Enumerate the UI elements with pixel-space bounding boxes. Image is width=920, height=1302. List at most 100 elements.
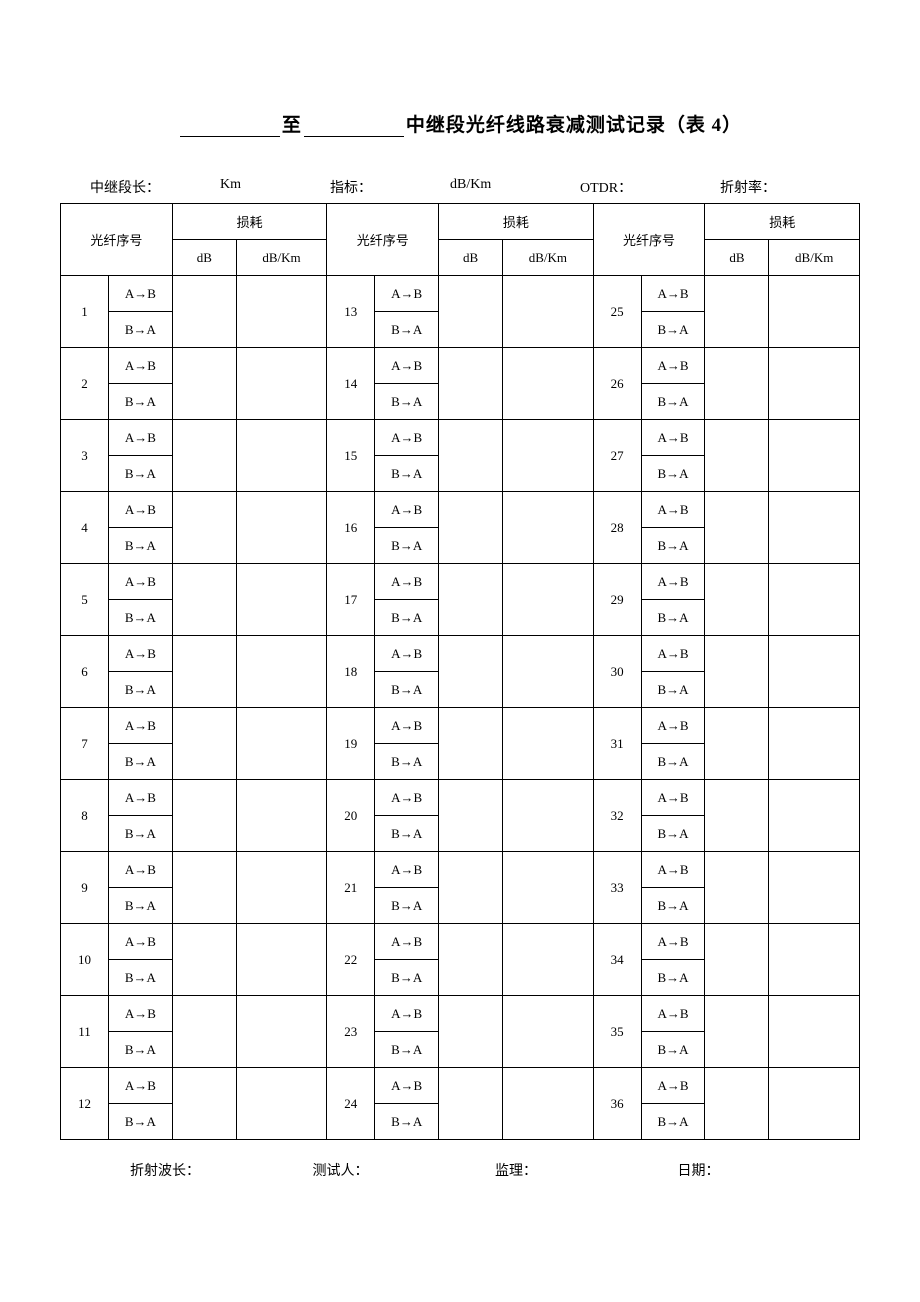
loss-db-cell[interactable] bbox=[705, 564, 769, 636]
loss-dbkm-cell[interactable] bbox=[503, 492, 594, 564]
loss-dbkm-cell[interactable] bbox=[503, 564, 594, 636]
loss-db-cell[interactable] bbox=[705, 636, 769, 708]
direction-ab: A→B bbox=[108, 924, 172, 960]
hdr-db-1: dB bbox=[172, 240, 236, 276]
loss-db-cell[interactable] bbox=[705, 924, 769, 996]
loss-db-cell[interactable] bbox=[172, 348, 236, 420]
loss-db-cell[interactable] bbox=[172, 420, 236, 492]
fiber-number: 25 bbox=[593, 276, 641, 348]
title-blank-to[interactable] bbox=[304, 116, 404, 137]
loss-dbkm-cell[interactable] bbox=[769, 636, 860, 708]
loss-dbkm-cell[interactable] bbox=[503, 348, 594, 420]
direction-ba: B→A bbox=[375, 1032, 439, 1068]
loss-dbkm-cell[interactable] bbox=[503, 636, 594, 708]
loss-dbkm-cell[interactable] bbox=[236, 636, 327, 708]
loss-db-cell[interactable] bbox=[705, 348, 769, 420]
loss-dbkm-cell[interactable] bbox=[503, 996, 594, 1068]
loss-dbkm-cell[interactable] bbox=[503, 420, 594, 492]
loss-dbkm-cell[interactable] bbox=[769, 708, 860, 780]
loss-dbkm-cell[interactable] bbox=[236, 1068, 327, 1140]
hdr-loss-3: 损耗 bbox=[705, 204, 860, 240]
fiber-number: 14 bbox=[327, 348, 375, 420]
loss-dbkm-cell[interactable] bbox=[503, 852, 594, 924]
hdr-dbkm-1: dB/Km bbox=[236, 240, 327, 276]
loss-db-cell[interactable] bbox=[439, 276, 503, 348]
loss-db-cell[interactable] bbox=[705, 780, 769, 852]
loss-db-cell[interactable] bbox=[172, 492, 236, 564]
direction-ba: B→A bbox=[108, 1104, 172, 1140]
title-mid: 至 bbox=[282, 115, 302, 136]
loss-dbkm-cell[interactable] bbox=[236, 492, 327, 564]
loss-db-cell[interactable] bbox=[172, 276, 236, 348]
fiber-number: 7 bbox=[61, 708, 109, 780]
loss-db-cell[interactable] bbox=[705, 420, 769, 492]
loss-dbkm-cell[interactable] bbox=[503, 924, 594, 996]
loss-db-cell[interactable] bbox=[439, 492, 503, 564]
loss-db-cell[interactable] bbox=[705, 996, 769, 1068]
loss-dbkm-cell[interactable] bbox=[503, 708, 594, 780]
loss-db-cell[interactable] bbox=[172, 636, 236, 708]
loss-dbkm-cell[interactable] bbox=[236, 348, 327, 420]
loss-db-cell[interactable] bbox=[439, 708, 503, 780]
direction-ab: A→B bbox=[641, 348, 705, 384]
loss-db-cell[interactable] bbox=[172, 780, 236, 852]
loss-db-cell[interactable] bbox=[705, 492, 769, 564]
loss-dbkm-cell[interactable] bbox=[503, 276, 594, 348]
loss-dbkm-cell[interactable] bbox=[236, 924, 327, 996]
loss-dbkm-cell[interactable] bbox=[769, 420, 860, 492]
loss-db-cell[interactable] bbox=[172, 996, 236, 1068]
loss-db-cell[interactable] bbox=[439, 780, 503, 852]
direction-ba: B→A bbox=[108, 1032, 172, 1068]
loss-db-cell[interactable] bbox=[705, 852, 769, 924]
loss-db-cell[interactable] bbox=[172, 924, 236, 996]
direction-ab: A→B bbox=[108, 636, 172, 672]
loss-db-cell[interactable] bbox=[705, 708, 769, 780]
loss-dbkm-cell[interactable] bbox=[769, 492, 860, 564]
loss-dbkm-cell[interactable] bbox=[769, 780, 860, 852]
loss-dbkm-cell[interactable] bbox=[503, 780, 594, 852]
loss-db-cell[interactable] bbox=[172, 708, 236, 780]
loss-dbkm-cell[interactable] bbox=[236, 276, 327, 348]
loss-db-cell[interactable] bbox=[439, 996, 503, 1068]
loss-db-cell[interactable] bbox=[439, 420, 503, 492]
hdr-db-3: dB bbox=[705, 240, 769, 276]
hdr-dbkm-3: dB/Km bbox=[769, 240, 860, 276]
direction-ba: B→A bbox=[375, 816, 439, 852]
loss-dbkm-cell[interactable] bbox=[769, 852, 860, 924]
loss-dbkm-cell[interactable] bbox=[503, 1068, 594, 1140]
hdr-fiber-no-1: 光纤序号 bbox=[61, 204, 173, 276]
loss-dbkm-cell[interactable] bbox=[769, 564, 860, 636]
loss-dbkm-cell[interactable] bbox=[236, 780, 327, 852]
loss-dbkm-cell[interactable] bbox=[769, 1068, 860, 1140]
loss-db-cell[interactable] bbox=[172, 564, 236, 636]
direction-ab: A→B bbox=[641, 708, 705, 744]
table-head: 光纤序号 损耗 光纤序号 损耗 光纤序号 损耗 dB dB/Km dB dB/K… bbox=[61, 204, 860, 276]
direction-ba: B→A bbox=[108, 672, 172, 708]
loss-dbkm-cell[interactable] bbox=[769, 924, 860, 996]
loss-db-cell[interactable] bbox=[439, 1068, 503, 1140]
loss-db-cell[interactable] bbox=[705, 1068, 769, 1140]
loss-dbkm-cell[interactable] bbox=[236, 708, 327, 780]
direction-ab: A→B bbox=[108, 996, 172, 1032]
loss-dbkm-cell[interactable] bbox=[236, 564, 327, 636]
loss-dbkm-cell[interactable] bbox=[769, 348, 860, 420]
loss-db-cell[interactable] bbox=[439, 852, 503, 924]
title-blank-from[interactable] bbox=[180, 116, 280, 137]
direction-ab: A→B bbox=[641, 852, 705, 888]
loss-dbkm-cell[interactable] bbox=[236, 996, 327, 1068]
loss-db-cell[interactable] bbox=[439, 564, 503, 636]
loss-db-cell[interactable] bbox=[439, 348, 503, 420]
loss-db-cell[interactable] bbox=[439, 924, 503, 996]
loss-db-cell[interactable] bbox=[172, 852, 236, 924]
loss-db-cell[interactable] bbox=[172, 1068, 236, 1140]
loss-db-cell[interactable] bbox=[439, 636, 503, 708]
meta-otdr-label: OTDR： bbox=[580, 181, 632, 196]
direction-ba: B→A bbox=[641, 1104, 705, 1140]
fiber-number: 21 bbox=[327, 852, 375, 924]
loss-dbkm-cell[interactable] bbox=[769, 996, 860, 1068]
loss-db-cell[interactable] bbox=[705, 276, 769, 348]
direction-ba: B→A bbox=[641, 816, 705, 852]
loss-dbkm-cell[interactable] bbox=[236, 420, 327, 492]
loss-dbkm-cell[interactable] bbox=[236, 852, 327, 924]
loss-dbkm-cell[interactable] bbox=[769, 276, 860, 348]
